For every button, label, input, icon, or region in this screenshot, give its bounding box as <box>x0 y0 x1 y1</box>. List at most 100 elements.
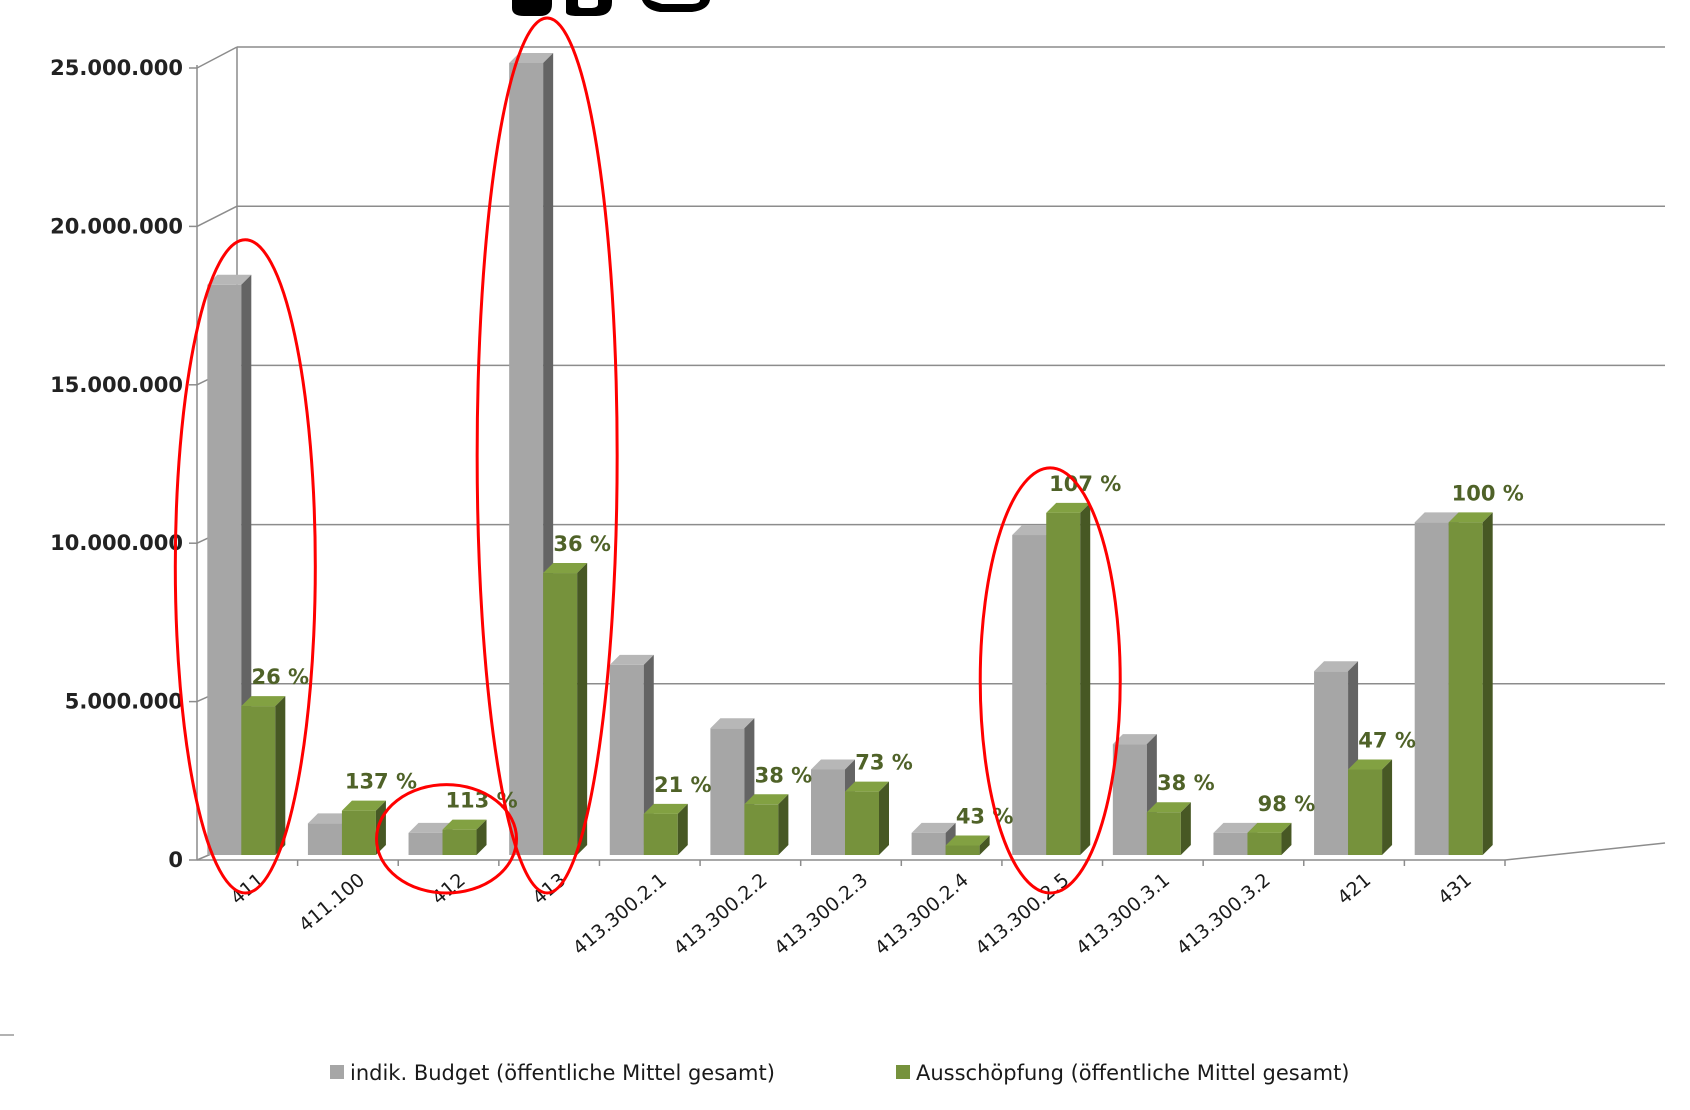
bar-front <box>1012 535 1047 855</box>
bar-front <box>1112 744 1147 855</box>
x-tick-label: 413.300.2.4 <box>871 869 973 960</box>
x-tick-label: 411.100 <box>295 869 369 936</box>
bar-top <box>1046 502 1091 513</box>
bar-top <box>710 718 755 729</box>
x-tick-label: 413.300.3.2 <box>1173 869 1275 960</box>
bar-budget-413.300.2.1 <box>609 654 654 855</box>
bar-ausschoepfung-412 <box>442 819 487 855</box>
x-tick-label: 412 <box>428 869 470 909</box>
x-tick-label: 413.300.2.3 <box>770 869 872 960</box>
highlight-ellipse-412 <box>375 783 519 895</box>
bar-front <box>1213 832 1248 855</box>
percent-label-421: 47 % <box>1358 728 1416 752</box>
bar-ausschoepfung-413.300.3.1 <box>1146 802 1191 855</box>
grid-diagonal <box>196 46 238 69</box>
bar-top <box>307 813 352 824</box>
percent-label-413.300.2.1: 21 % <box>654 773 712 797</box>
bar-ausschoepfung-413.300.3.2 <box>1247 822 1292 855</box>
bar-ausschoepfung-431 <box>1448 512 1493 855</box>
bar-front <box>408 832 443 855</box>
bar-front <box>609 664 644 855</box>
legend-label-budget: indik. Budget (öffentliche Mittel gesamt… <box>350 1061 775 1085</box>
bar-ausschoepfung-421 <box>1348 759 1393 855</box>
bar-top <box>911 822 956 833</box>
bar-side <box>979 835 990 855</box>
bar-side <box>1281 822 1292 855</box>
percent-label-413.300.2.3: 73 % <box>855 751 913 775</box>
percent-label-411.100: 137 % <box>345 770 417 794</box>
bar-front <box>307 823 342 855</box>
bar-side <box>275 696 286 855</box>
bar-front <box>744 804 779 855</box>
bar-top <box>609 654 654 665</box>
bar-side <box>476 819 487 855</box>
bar-top <box>1448 512 1493 523</box>
bar-top <box>1247 822 1292 833</box>
bar-front <box>1348 769 1383 855</box>
bar-front <box>543 573 578 855</box>
bar-front <box>710 728 745 855</box>
bar-top <box>408 822 453 833</box>
bar-side <box>1080 502 1091 855</box>
bar-front <box>1247 832 1282 855</box>
bar-top <box>1213 822 1258 833</box>
bar-top <box>1414 512 1459 523</box>
percent-label-413.300.2.4: 43 % <box>956 804 1014 828</box>
bar-front <box>341 810 376 855</box>
y-tick-label: 25.000.000 <box>50 56 183 80</box>
percent-label-413.300.2.5: 107 % <box>1049 472 1121 496</box>
y-tick-label: 5.000.000 <box>65 690 183 714</box>
bar-ausschoepfung-413.300.2.1 <box>643 803 688 855</box>
bar-top <box>1348 759 1393 770</box>
bar-ausschoepfung-413 <box>543 563 588 855</box>
y-tick-label: 10.000.000 <box>50 531 183 555</box>
percent-label-413.300.3.1: 38 % <box>1157 771 1215 795</box>
legend-swatch-budget <box>330 1065 344 1079</box>
highlight-ellipse-413 <box>475 16 619 895</box>
percent-label-411: 26 % <box>252 665 310 689</box>
percent-label-413.300.2.2: 38 % <box>755 763 813 787</box>
bar-front <box>1414 522 1449 855</box>
bar-front <box>811 769 845 855</box>
bar-top <box>442 819 487 830</box>
bar-top <box>845 781 889 792</box>
y-tick-label: 0 <box>168 848 183 872</box>
bar-side <box>1180 802 1191 855</box>
bar-top <box>341 800 386 811</box>
x-tick-label: 413.300.2.1 <box>569 869 671 960</box>
bar-top <box>945 835 990 846</box>
bar-front <box>509 63 544 855</box>
bar-top <box>643 803 688 814</box>
x-axis-ticks: 411 411.100 412 413413.300.2.1413.300.2.241… <box>227 860 1506 960</box>
y-tick-label: 15.000.000 <box>50 373 183 397</box>
y-axis-ticks: 0 5.000.000 10.000.000 15.000.000 20.000.000… <box>50 56 197 872</box>
bar-ausschoepfung-413.300.2.4 <box>945 835 990 855</box>
bar-front <box>1146 812 1181 855</box>
bar-top <box>543 563 588 574</box>
bar-side <box>577 563 588 855</box>
bar-side <box>643 654 654 855</box>
bar-side <box>879 781 889 855</box>
bar-ausschoepfung-413.300.2.2 <box>744 794 789 855</box>
bar-front <box>241 706 276 855</box>
bar-side <box>1482 512 1493 855</box>
bar-front <box>643 813 678 855</box>
x-tick-label: 413 <box>528 869 570 909</box>
percent-label-413.300.3.2: 98 % <box>1258 792 1316 816</box>
x-tick-label: 421 <box>1333 869 1375 909</box>
highlight-ellipses <box>173 16 1122 895</box>
legend-swatch-ausschoepfung <box>896 1065 910 1079</box>
bar-top <box>1012 525 1057 536</box>
bar-top <box>207 274 252 285</box>
percent-label-413: 36 % <box>553 532 611 556</box>
x-tick-label: 413.300.2.2 <box>669 869 771 960</box>
bar-top <box>811 759 855 770</box>
bar-side <box>1382 759 1393 855</box>
bars <box>207 53 1493 855</box>
bar-front <box>1314 671 1349 855</box>
title-fragment <box>512 0 710 16</box>
percent-label-431: 100 % <box>1452 481 1524 505</box>
bar-front <box>207 284 242 855</box>
floor-right-edge <box>1504 842 1666 861</box>
bar-front <box>442 829 477 855</box>
